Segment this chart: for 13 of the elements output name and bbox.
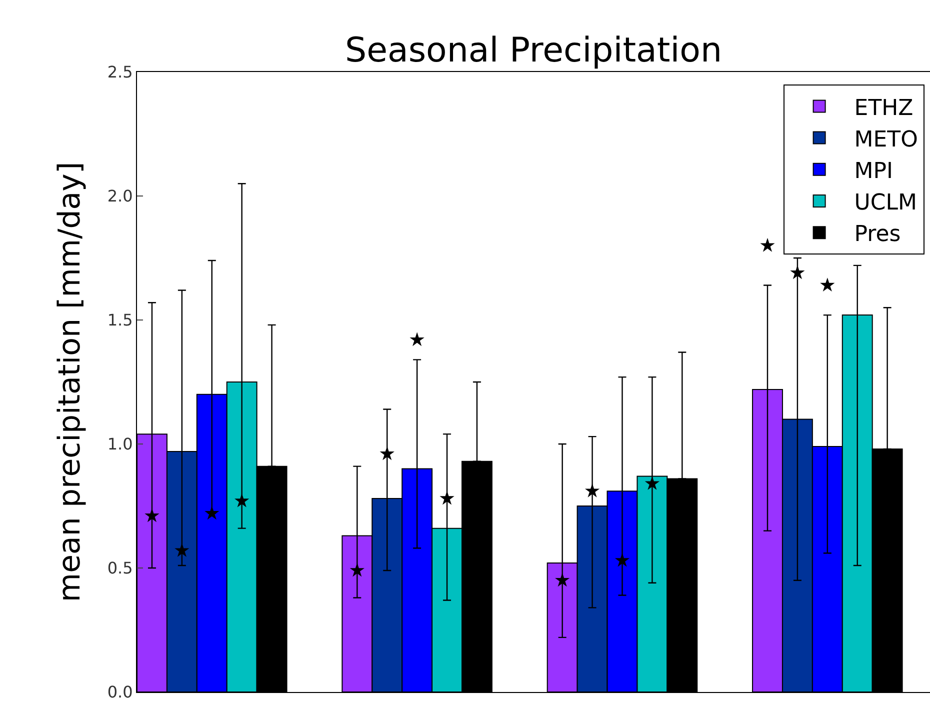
chart-title: Seasonal Precipitation [344, 30, 722, 70]
y-tick-label: 1.5 [107, 310, 133, 330]
legend-label: Pres [854, 222, 901, 248]
y-axis-title: mean precipitation [mm/day] [52, 162, 88, 602]
y-tick-label: 0.5 [107, 558, 133, 578]
legend-label: MPI [854, 158, 894, 184]
y-tick-label: 2.5 [107, 62, 133, 82]
legend-label: METO [854, 127, 918, 152]
y-tick-label: 1.0 [107, 434, 133, 454]
legend-label: UCLM [854, 190, 917, 216]
legend-label: ETHZ [854, 96, 914, 121]
y-tick-label: 0.0 [107, 682, 133, 702]
y-tick-label: 2.0 [107, 186, 133, 206]
